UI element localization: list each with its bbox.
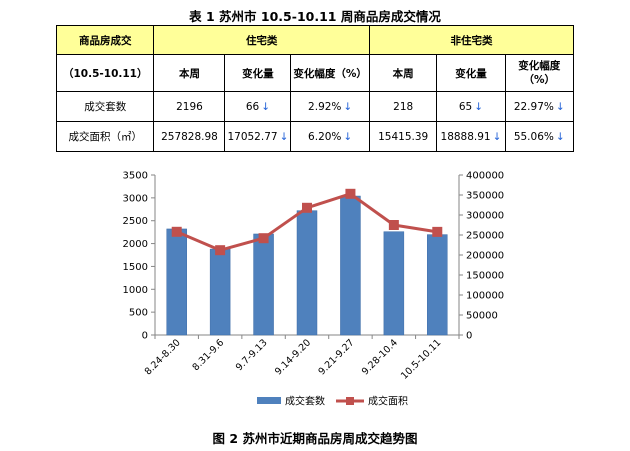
y-tick-label-right: 300000: [466, 211, 504, 222]
x-tick-label: 9.7-9.13: [234, 337, 270, 373]
x-tick-label: 10.5-10.11: [399, 337, 443, 381]
header-residential: 住宅类: [153, 25, 370, 55]
legend-line-marker: [346, 397, 354, 405]
y-tick-label-right: 200000: [466, 251, 504, 262]
x-tick-label: 8.24-8.30: [143, 337, 183, 377]
bar: [209, 248, 231, 336]
table-subheader-row: （10.5-10.11） 本周 变化量 变化幅度（%） 本周 变化量 变化幅度（…: [55, 54, 574, 92]
y-tick-label-right: 100000: [466, 291, 504, 302]
x-tick-label: 8.31-9.6: [190, 337, 226, 373]
down-arrow-icon: ↓: [555, 130, 565, 143]
cell-res-pct: 2.92% ↓: [290, 91, 370, 122]
table-header-row: 商品房成交 住宅类 非住宅类: [55, 25, 575, 55]
bar: [383, 231, 405, 336]
chart-title: 图 2 苏州市近期商品房周成交趋势图: [212, 431, 418, 446]
x-tick-label: 9.28-10.4: [360, 337, 400, 377]
value: 22.97%: [513, 100, 554, 113]
cell-non-pct: 22.97% ↓: [504, 91, 574, 122]
down-arrow-icon: ↓: [492, 130, 502, 143]
cell-non-pct: 55.06% ↓: [504, 121, 574, 152]
transaction-table: 商品房成交 住宅类 非住宅类 （10.5-10.11） 本周 变化量 变化幅度（…: [55, 25, 575, 152]
y-tick-label-left: 1500: [123, 262, 148, 273]
cell-res-change: 17052.77 ↓: [224, 121, 292, 152]
row-label: 成交面积（㎡）: [55, 121, 155, 152]
y-tick-label-left: 1000: [123, 285, 148, 296]
y-tick-label-left: 2000: [123, 239, 148, 250]
subheader-res-week: 本周: [153, 54, 226, 92]
line-point: [345, 188, 356, 199]
value: 17052.77: [227, 130, 278, 143]
table-title: 表 1 苏州市 10.5-10.11 周商品房成交情况: [189, 9, 441, 24]
down-arrow-icon: ↓: [343, 100, 353, 113]
line-point: [302, 202, 312, 213]
legend-bar-swatch: [257, 397, 281, 404]
line-point: [171, 226, 182, 237]
value: 66: [245, 100, 260, 113]
table-row: 成交套数 2196 66 ↓ 2.92% ↓ 218 65 ↓ 22.97% ↓: [55, 91, 574, 122]
bar: [340, 195, 361, 336]
bar: [166, 228, 187, 336]
y-tick-label-right: 250000: [466, 231, 504, 242]
value: 6.20%: [308, 130, 342, 143]
table-row: 成交面积（㎡） 257828.98 17052.77 ↓ 6.20% ↓ 15415…: [55, 121, 574, 152]
header-non-residential: 非住宅类: [368, 25, 575, 55]
y-tick-label-left: 3000: [123, 193, 148, 204]
legend-label-area: 成交面积: [368, 395, 408, 408]
cell-non-change: 18888.91 ↓: [436, 121, 506, 152]
line-point: [432, 226, 443, 237]
cell-non-change: 65 ↓: [436, 91, 506, 122]
cell-res-pct: 6.20% ↓: [290, 121, 370, 152]
x-tick-label: 9.21-9.27: [316, 337, 356, 377]
subheader-non-pct-label: 变化幅度（%）: [518, 60, 561, 86]
row-label: 成交套数: [55, 91, 155, 122]
x-tick-label: 9.14-9.20: [273, 337, 313, 377]
y-tick-label-right: 350000: [466, 191, 504, 202]
subheader-non-pct: 变化幅度（%）: [504, 54, 574, 92]
bar: [296, 210, 318, 336]
value: 65: [458, 100, 473, 113]
value: 55.06%: [513, 130, 554, 143]
legend-label-units: 成交套数: [285, 395, 325, 408]
line-point: [215, 245, 226, 256]
y-tick-label-right: 400000: [466, 171, 504, 182]
subheader-period: （10.5-10.11）: [55, 54, 155, 92]
down-arrow-icon: ↓: [555, 100, 565, 113]
bar: [427, 234, 448, 336]
y-tick-label-right: 50000: [466, 311, 498, 322]
down-arrow-icon: ↓: [343, 130, 353, 143]
down-arrow-icon: ↓: [474, 100, 484, 113]
subheader-res-change: 变化量: [224, 54, 292, 92]
y-tick-label-left: 2500: [123, 216, 148, 227]
line-point: [258, 233, 269, 244]
y-tick-label-right: 150000: [466, 271, 504, 282]
value: 18888.91: [440, 130, 491, 143]
y-tick-label-left: 3500: [123, 171, 148, 182]
bar: [253, 233, 274, 336]
cell-res-change: 66 ↓: [224, 91, 292, 122]
cell-res-week: 257828.98: [153, 121, 226, 152]
down-arrow-icon: ↓: [261, 100, 270, 113]
down-arrow-icon: ↓: [279, 130, 289, 143]
y-tick-label-left: 500: [129, 308, 148, 319]
value: 2.92%: [308, 100, 342, 113]
y-tick-label-left: 0: [142, 331, 148, 342]
y-tick-label-right: 0: [466, 331, 472, 342]
line-point: [388, 220, 399, 230]
